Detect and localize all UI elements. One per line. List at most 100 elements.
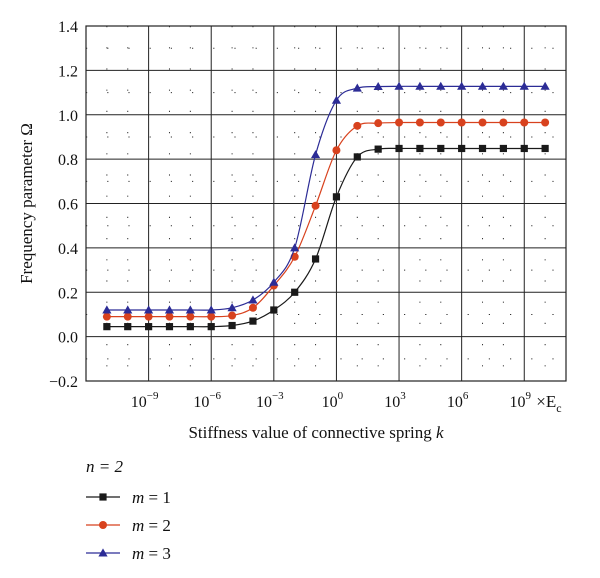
data-point (186, 312, 195, 321)
data-point (374, 145, 382, 153)
series-circle (102, 118, 550, 321)
x-tick-base: 10 (510, 394, 526, 411)
y-tick-label: 0.6 (58, 197, 78, 214)
data-point (415, 118, 424, 127)
data-point (310, 150, 321, 159)
x-axis-label-text: Stiffness value of connective spring (188, 423, 436, 442)
data-point (98, 548, 108, 557)
y-tick-label: 1.4 (58, 19, 78, 36)
data-point (123, 312, 132, 321)
series-group (102, 81, 550, 331)
plot-area-frame (85, 25, 567, 382)
x-tick-exponent: −6 (209, 390, 221, 402)
data-point (541, 118, 550, 127)
data-point (144, 312, 153, 321)
x-axis-label: Stiffness value of connective spring k (188, 423, 444, 442)
x-axis-unit-subscript: c (556, 401, 561, 415)
data-point (103, 323, 111, 331)
data-point (352, 83, 362, 92)
data-point (207, 312, 216, 321)
data-point (248, 303, 257, 312)
data-point (269, 277, 279, 286)
data-point (395, 144, 403, 153)
legend-label-variable: m (132, 544, 144, 563)
data-point (311, 255, 320, 263)
data-point (145, 323, 153, 331)
legend-label: m = 1 (132, 488, 171, 507)
data-point (373, 81, 383, 91)
data-point (249, 317, 257, 325)
legend-label: m = 2 (132, 516, 171, 535)
data-point (499, 144, 507, 153)
legend-items: m = 1m = 2m = 3 (86, 488, 171, 563)
data-point (228, 321, 236, 330)
data-point (206, 305, 216, 314)
data-point (395, 118, 404, 127)
y-tick-label: 0.8 (58, 152, 78, 169)
series-triangle (102, 81, 550, 314)
legend-label: m = 3 (132, 544, 171, 563)
y-tick-label: 0.4 (58, 241, 78, 258)
y-tick-label: −0.2 (49, 374, 78, 391)
y-axis: −0.2 0.0 0.2 0.4 0.6 0.8 1.0 1.2 1.4 (49, 19, 78, 391)
data-point (499, 118, 508, 127)
series-line (106, 147, 546, 328)
series-square (103, 144, 549, 331)
legend-label-variable: m (132, 516, 144, 535)
legend-label-value: = 1 (144, 488, 171, 507)
y-tick-label: 0.2 (58, 285, 78, 302)
data-point (540, 81, 550, 90)
data-point (374, 119, 383, 128)
x-axis: 10−9 10−6 10−3 100 103 106 109 (131, 390, 532, 411)
data-point (99, 521, 107, 529)
x-tick-label: 106 (447, 390, 469, 411)
data-point (164, 305, 175, 314)
data-point (124, 323, 132, 331)
x-axis-unit: ×Ec (536, 392, 561, 415)
data-point (123, 305, 133, 314)
data-point (332, 193, 341, 201)
legend-item: m = 3 (86, 544, 171, 563)
x-axis-unit-text: ×E (536, 392, 556, 411)
data-point (457, 81, 467, 90)
data-point (477, 81, 488, 90)
data-point (353, 153, 361, 161)
x-tick-base: 10 (384, 394, 400, 411)
x-tick-base: 10 (322, 394, 338, 411)
data-point (290, 243, 300, 252)
y-tick-label: 0.0 (58, 330, 78, 347)
legend-title: n = 2 (86, 457, 123, 476)
data-point (165, 312, 174, 321)
data-point (144, 305, 154, 314)
data-point (332, 146, 341, 155)
data-point (165, 323, 174, 331)
x-tick-label: 103 (384, 390, 406, 411)
data-point (436, 81, 446, 90)
x-tick-exponent: 6 (463, 390, 469, 402)
data-point (520, 144, 528, 153)
data-point (457, 118, 466, 127)
x-axis-label-variable: k (436, 423, 444, 442)
legend-item: m = 1 (86, 488, 171, 507)
data-point (436, 118, 445, 127)
data-point (415, 81, 425, 90)
data-point (186, 323, 194, 331)
x-tick-exponent: −9 (147, 390, 159, 402)
series-line (106, 121, 546, 318)
data-point (228, 311, 237, 320)
legend: n = 2 m = 1m = 2m = 3 (86, 457, 171, 563)
y-tick-label: 1.2 (58, 63, 78, 80)
data-point (541, 144, 549, 153)
x-tick-exponent: 9 (526, 390, 532, 402)
data-point (498, 81, 508, 90)
y-axis-label: Frequency parameter Ω (17, 123, 36, 284)
data-point (478, 118, 487, 127)
data-point (291, 288, 299, 296)
x-tick-label: 10−3 (256, 390, 284, 411)
x-tick-base: 10 (131, 394, 147, 411)
data-point (353, 121, 362, 130)
data-point (102, 305, 112, 314)
data-point (458, 144, 466, 153)
legend-label-value: = 3 (144, 544, 171, 563)
x-tick-base: 10 (256, 394, 272, 411)
